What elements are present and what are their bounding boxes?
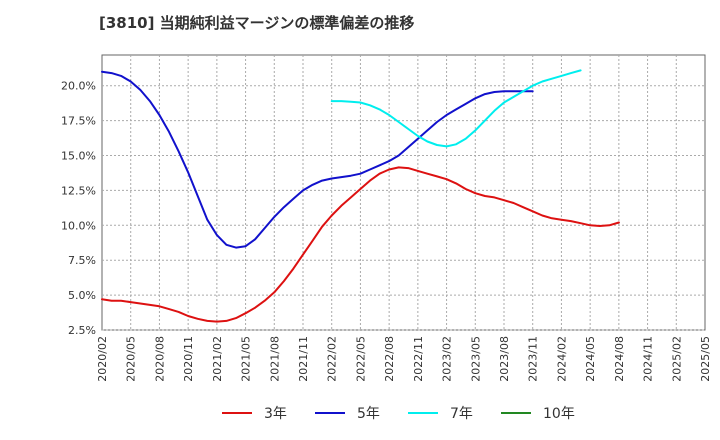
x-tick-label: 2020/08 [153, 336, 166, 382]
x-tick-label: 2022/02 [326, 336, 339, 382]
x-tick-label: 2023/11 [527, 336, 540, 382]
x-tick-label: 2023/02 [441, 336, 454, 382]
x-tick-label: 2022/05 [354, 336, 367, 382]
y-tick-label: 20.0% [61, 80, 96, 93]
x-tick-label: 2022/11 [412, 336, 425, 382]
x-tick-label: 2020/11 [182, 336, 195, 382]
y-tick-label: 7.5% [68, 254, 96, 267]
x-tick-label: 2021/02 [211, 336, 224, 382]
chart-title: [3810] 当期純利益マージンの標準偏差の推移 [99, 14, 415, 32]
series-line-7年 [330, 69, 582, 148]
x-tick-label: 2024/08 [613, 336, 626, 382]
grid [102, 55, 705, 331]
legend-item: 5年 [315, 406, 380, 422]
y-tick-label: 5.0% [68, 289, 96, 302]
y-tick-label: 2.5% [68, 324, 96, 337]
x-tick-label: 2023/05 [469, 336, 482, 382]
x-axis-ticks: 2020/02 2020/05 2020/08 2020/11 2021/02 2021/… [96, 336, 712, 382]
legend: 3年 5年 7年 10年 [222, 406, 575, 422]
legend-label: 7年 [450, 406, 473, 422]
x-tick-label: 2025/02 [670, 336, 683, 382]
legend-label: 10年 [543, 406, 575, 422]
legend-item: 10年 [501, 406, 575, 422]
series-line-5年 [101, 70, 534, 249]
x-tick-label: 2021/11 [297, 336, 310, 382]
x-tick-label: 2023/08 [498, 336, 511, 382]
y-axis-ticks: 2.5% 5.0% 7.5% 10.0% 12.5% 15.0% 17.5% 20.0% [61, 80, 96, 337]
x-tick-label: 2024/02 [555, 336, 568, 382]
y-tick-label: 12.5% [61, 184, 96, 197]
x-tick-label: 2020/05 [125, 336, 138, 382]
legend-label: 5年 [357, 406, 380, 422]
x-tick-label: 2024/11 [642, 336, 655, 382]
y-tick-label: 15.0% [61, 150, 96, 163]
y-tick-label: 10.0% [61, 219, 96, 232]
x-tick-label: 2025/05 [699, 336, 712, 382]
x-tick-label: 2020/02 [96, 336, 109, 382]
series-lines [101, 69, 620, 323]
legend-item: 3年 [222, 406, 287, 422]
plot-area [101, 54, 706, 331]
legend-label: 3年 [264, 406, 287, 422]
x-tick-label: 2021/08 [268, 336, 281, 382]
x-tick-label: 2021/05 [240, 336, 253, 382]
x-tick-label: 2024/05 [584, 336, 597, 382]
y-tick-label: 17.5% [61, 115, 96, 128]
legend-item: 7年 [408, 406, 473, 422]
x-tick-label: 2022/08 [383, 336, 396, 382]
series-line-3年 [101, 166, 620, 323]
